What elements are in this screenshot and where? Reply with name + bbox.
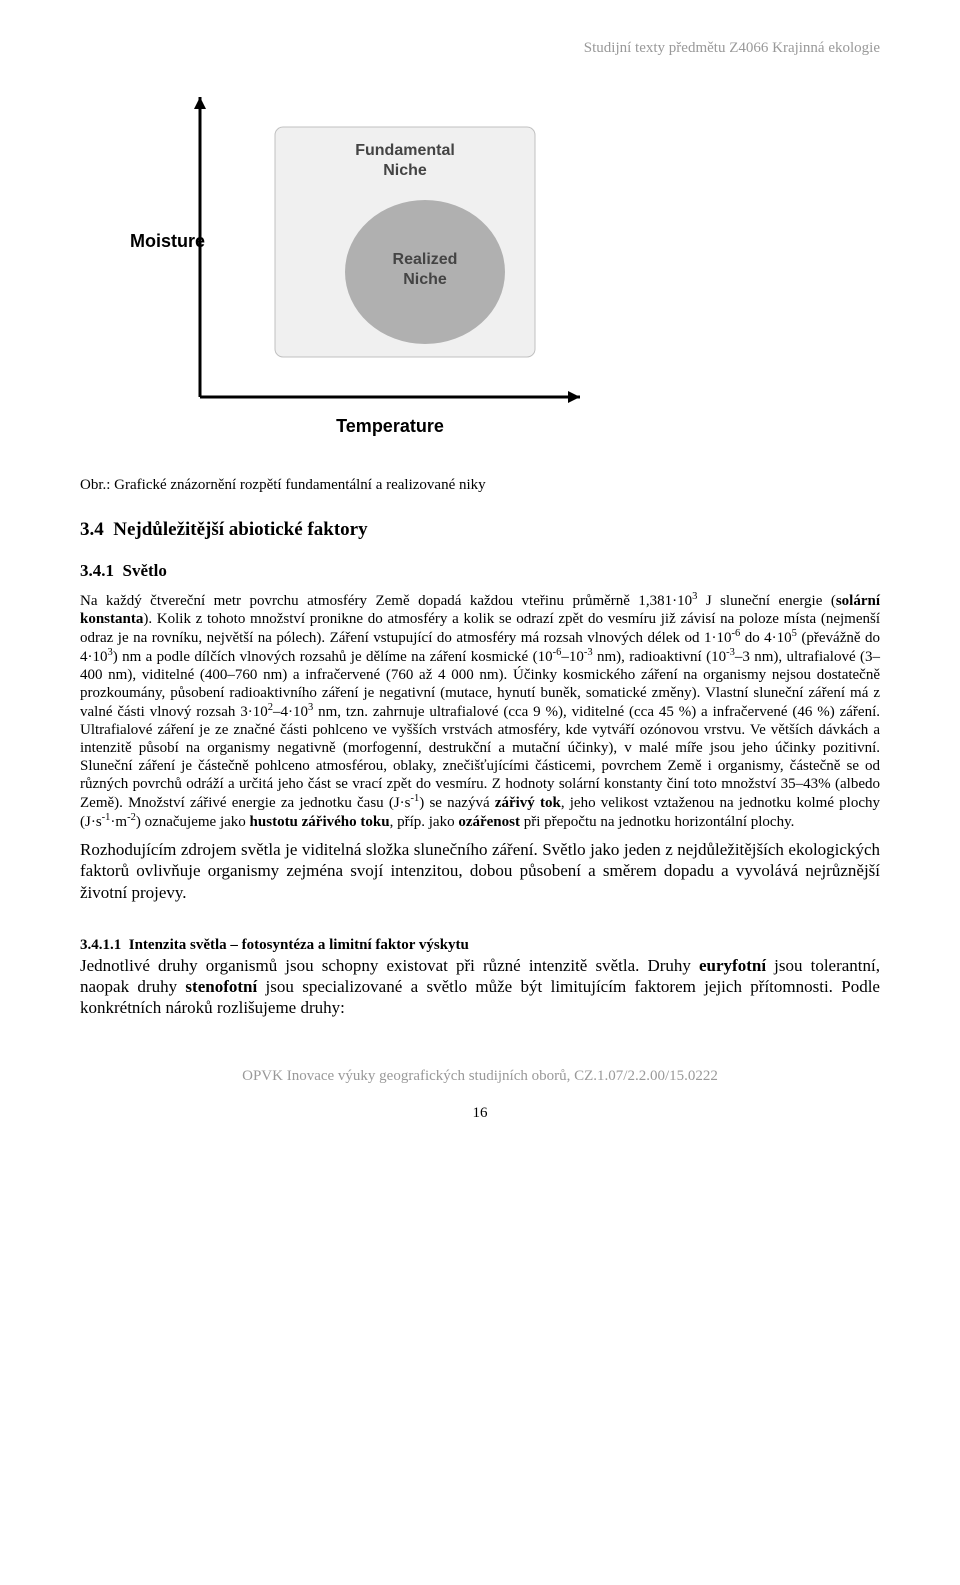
paragraph-3-body: Jednotlivé druhy organismů jsou schopny … [80, 956, 880, 1018]
paragraph-2: Rozhodujícím zdrojem světla je viditelná… [80, 839, 880, 903]
section-number: 3.4 [80, 519, 104, 540]
paragraph-1: Na každý čtvereční metr povrchu atmosfér… [80, 591, 880, 831]
svg-text:Niche: Niche [403, 271, 447, 288]
sub2-title-text: Intenzita světla – fotosyntéza a limitní… [129, 937, 469, 953]
figure-caption: Obr.: Grafické znázornění rozpětí fundam… [80, 477, 880, 494]
subsection-title-text: Světlo [123, 561, 167, 580]
sub2-heading: 3.4.1.1 Intenzita světla – fotosyntéza a… [80, 937, 469, 953]
svg-text:Temperature: Temperature [336, 416, 444, 436]
subsection-heading: 3.4.1 Světlo [80, 561, 880, 581]
niche-diagram-svg: Fundamental Niche Realized Niche Moisture Tem… [120, 77, 600, 457]
sub2-number: 3.4.1.1 [80, 937, 121, 953]
svg-text:Fundamental: Fundamental [355, 142, 455, 159]
svg-text:Realized: Realized [393, 251, 458, 268]
subsection-number: 3.4.1 [80, 561, 114, 580]
paragraph-3: 3.4.1.1 Intenzita světla – fotosyntéza a… [80, 933, 880, 1019]
page-number: 16 [80, 1105, 880, 1122]
niche-figure: Fundamental Niche Realized Niche Moisture Tem… [120, 77, 880, 457]
section-title-text: Nejdůležitější abiotické faktory [113, 519, 367, 540]
svg-text:Moisture: Moisture [130, 231, 205, 251]
page-header: Studijní texty předmětu Z4066 Krajinná e… [80, 40, 880, 57]
section-heading: 3.4 Nejdůležitější abiotické faktory [80, 519, 880, 541]
svg-text:Niche: Niche [383, 162, 427, 179]
page-footer: OPVK Inovace výuky geografických studijn… [80, 1068, 880, 1085]
